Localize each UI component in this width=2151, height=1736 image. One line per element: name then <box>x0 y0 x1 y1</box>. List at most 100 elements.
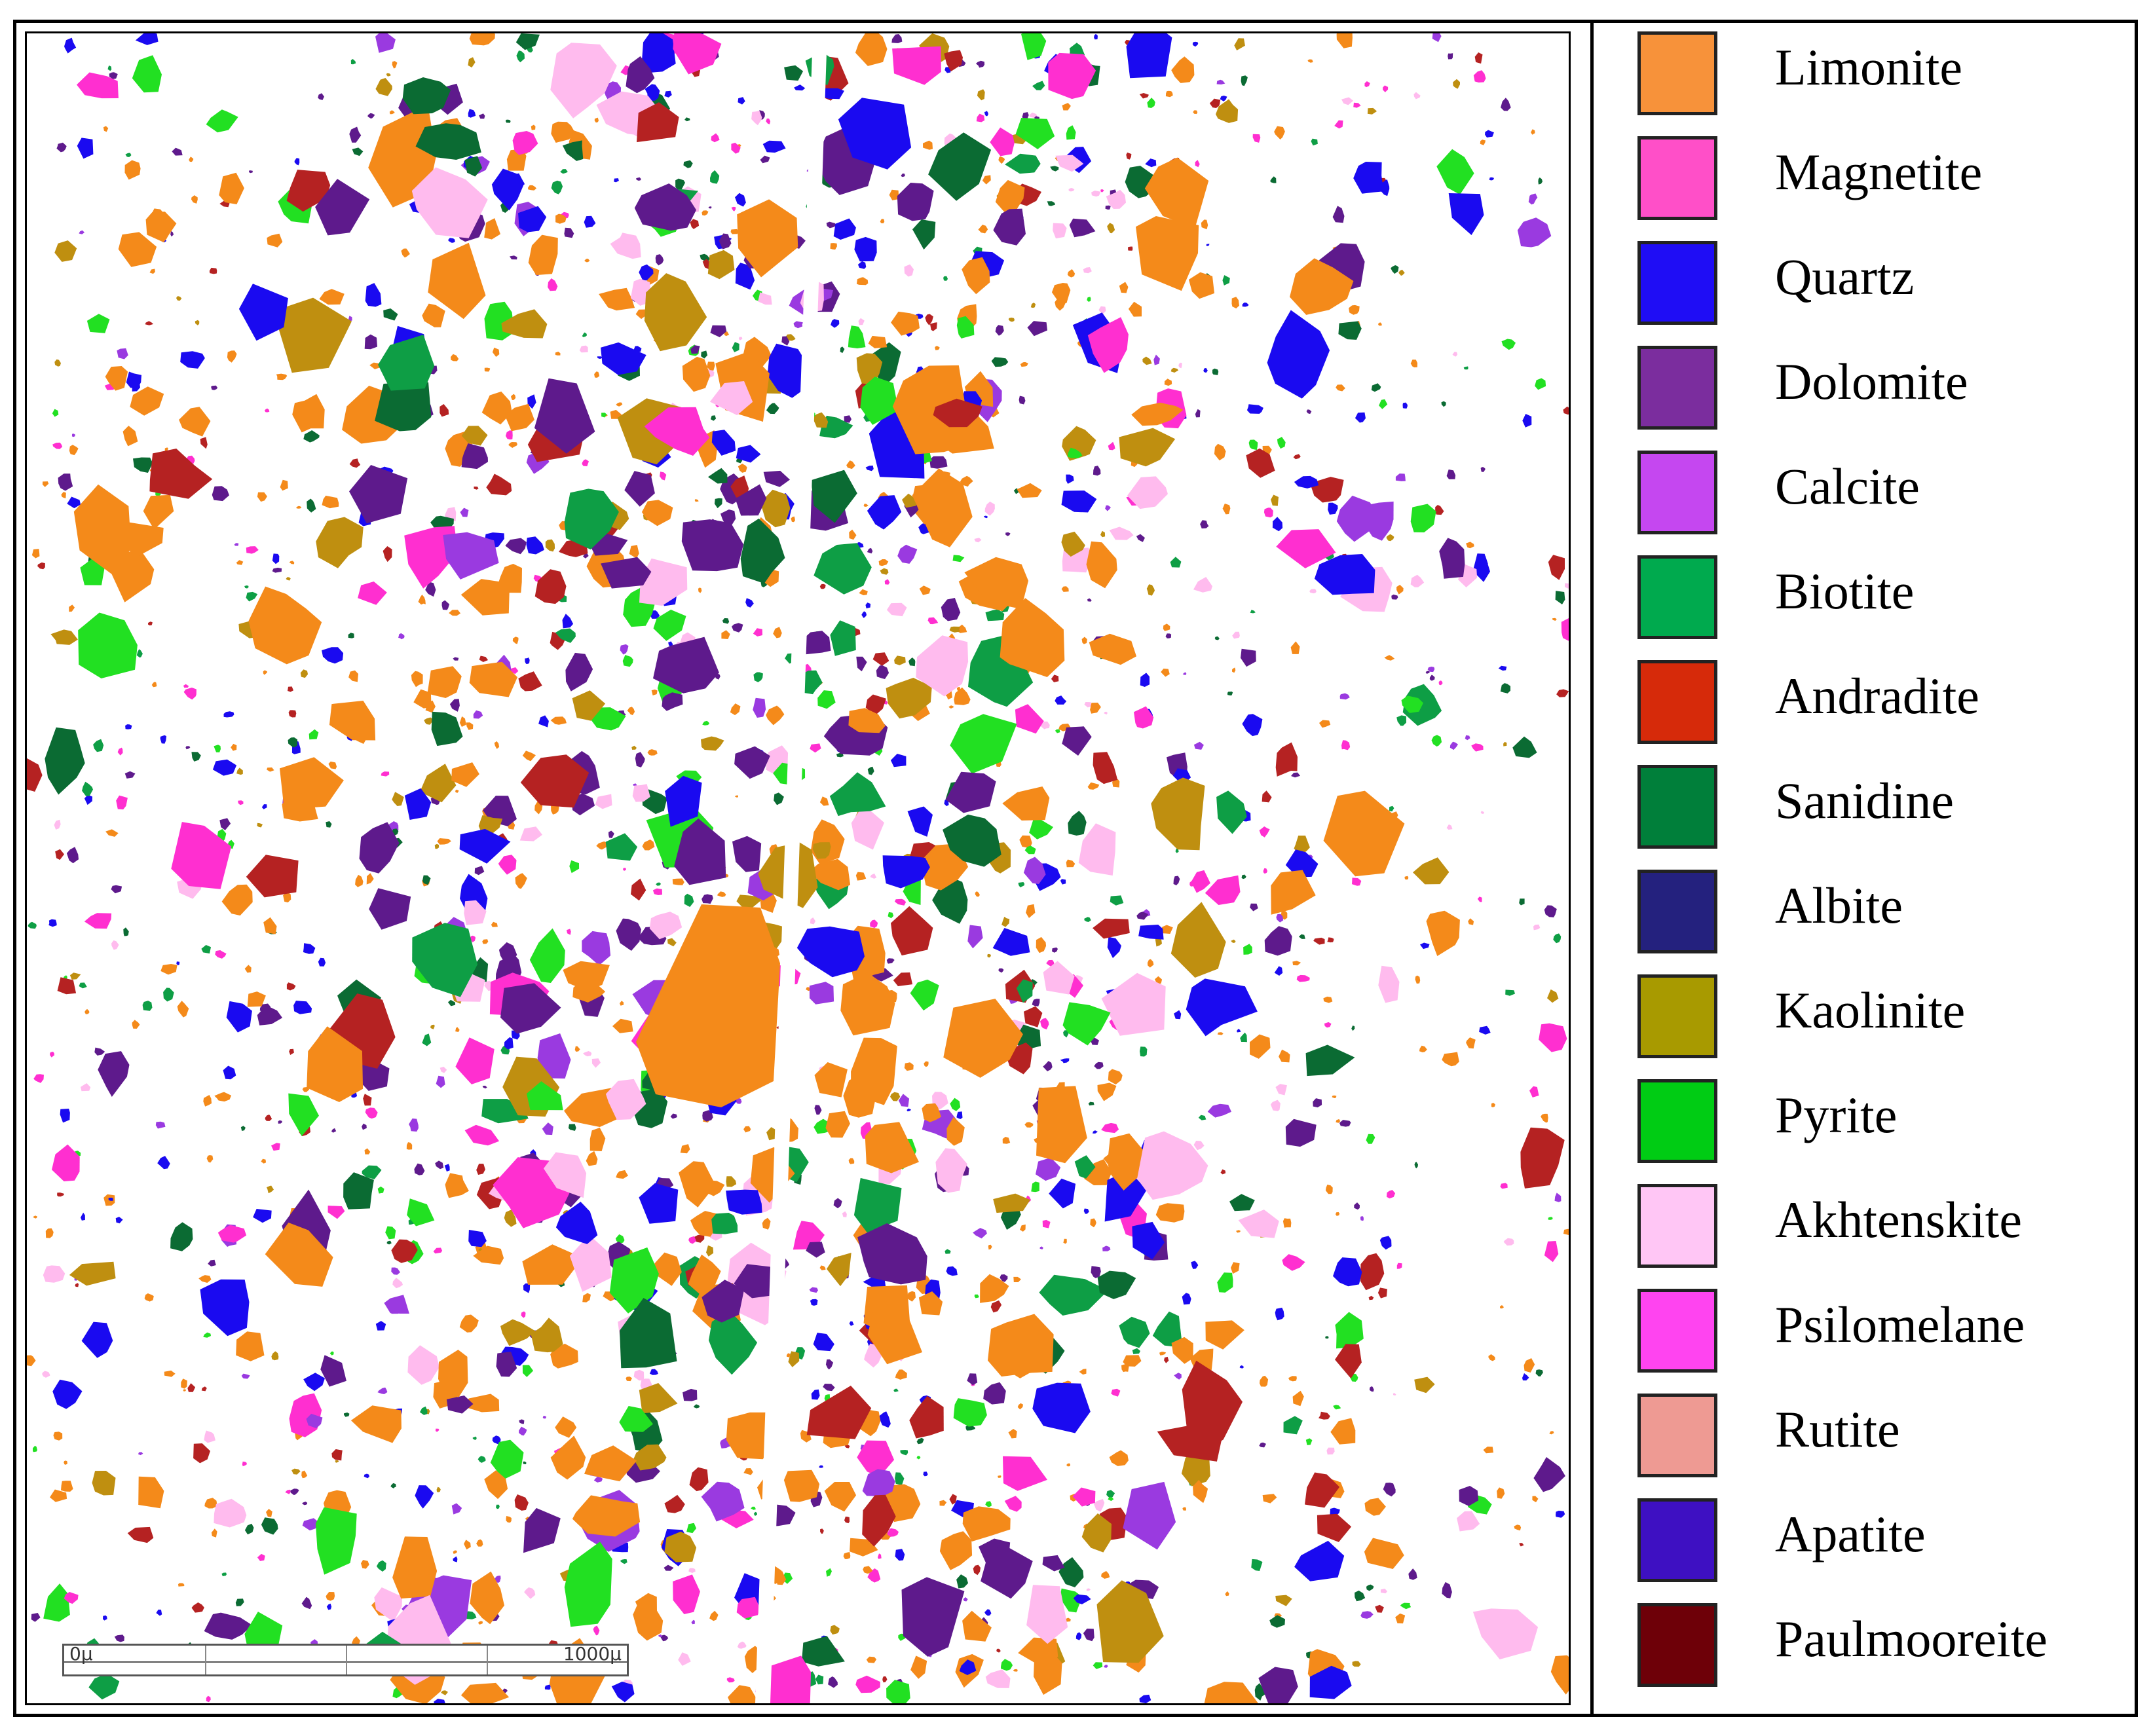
mineral-grain <box>973 1564 981 1576</box>
mineral-grain <box>261 804 267 809</box>
mineral-grain <box>1222 504 1231 515</box>
mineral-grain <box>730 703 741 716</box>
mineral-grain <box>438 1350 468 1397</box>
mineral-grain <box>1032 81 1045 90</box>
mineral-grain <box>846 460 855 470</box>
mineral-grain <box>50 1489 67 1502</box>
mineral-grain <box>811 470 857 523</box>
mineral-grain <box>620 1001 624 1006</box>
mineral-grain <box>435 1428 440 1432</box>
mineral-grain <box>647 749 658 756</box>
mineral-grain <box>64 1592 79 1604</box>
mineral-grain <box>826 1568 832 1577</box>
mineral-grain <box>201 1386 207 1392</box>
mineral-grain <box>1500 1305 1504 1309</box>
mineral-grain <box>52 1379 83 1409</box>
mineral-grain <box>1554 1192 1562 1202</box>
mineral-grain <box>1026 904 1036 918</box>
mineral-grain <box>1396 715 1406 726</box>
mineral-grain <box>1132 1221 1165 1260</box>
mineral-grain <box>1252 134 1261 143</box>
mineral-grain <box>829 772 886 817</box>
mineral-grain <box>701 1280 745 1323</box>
mineral-grain <box>460 579 510 616</box>
mineral-grain <box>1188 272 1214 299</box>
mineral-grain <box>678 1652 691 1666</box>
mineral-grain <box>1395 473 1406 481</box>
mineral-grain <box>464 1124 500 1146</box>
mineral-grain <box>124 160 141 180</box>
legend-label: Calcite <box>1775 458 1920 515</box>
mineral-grain <box>1048 52 1096 100</box>
mineral-grain <box>326 1603 332 1610</box>
scale-tick <box>205 1646 206 1674</box>
mineral-grain <box>1274 966 1283 976</box>
mineral-grain <box>1535 1369 1543 1376</box>
mineral-grain <box>1047 201 1055 206</box>
mineral-grain <box>1283 1416 1303 1435</box>
mineral-grain <box>361 1560 369 1569</box>
mineral-grain <box>918 1291 943 1316</box>
mineral-grain <box>477 1456 486 1463</box>
mineral-grain <box>472 1436 477 1440</box>
mineral-grain <box>283 891 291 903</box>
mineral-grain <box>130 386 164 416</box>
mineral-grain <box>629 545 639 559</box>
mineral-grain <box>1402 402 1408 409</box>
mineral-grain <box>1214 636 1220 640</box>
mineral-grain <box>1237 1029 1241 1033</box>
mineral-grain <box>500 983 561 1034</box>
mineral-grain <box>838 98 912 170</box>
mineral-grain <box>1061 586 1069 592</box>
mineral-grain <box>738 464 747 473</box>
mineral-grain <box>981 1546 1033 1599</box>
mineral-grain <box>445 1173 469 1198</box>
mineral-grain <box>320 1355 346 1387</box>
legend-swatch <box>1637 660 1717 744</box>
mineral-grain <box>817 690 836 709</box>
mineral-grain <box>288 686 293 692</box>
mineral-grain <box>322 495 339 509</box>
mineral-grain <box>823 1384 835 1392</box>
mineral-grain <box>1111 1388 1121 1397</box>
mineral-grain <box>156 1610 162 1616</box>
mineral-grain <box>244 585 249 589</box>
scale-tick <box>487 1646 488 1674</box>
mineral-grain <box>1068 188 1075 192</box>
mineral-grain <box>135 33 159 45</box>
mineral-grain <box>538 715 549 728</box>
mineral-grain <box>1548 1217 1553 1220</box>
mineral-grain <box>584 1445 637 1482</box>
mineral-grain <box>1338 321 1362 340</box>
legend-label: Dolomite <box>1775 353 1968 410</box>
mineral-grain <box>901 173 905 177</box>
mineral-grain <box>231 743 237 751</box>
mineral-grain <box>594 117 599 123</box>
mineral-grain <box>235 1598 244 1606</box>
mineral-grain <box>967 1373 978 1386</box>
mineral-grain <box>987 953 991 958</box>
mineral-grain <box>610 232 641 259</box>
mineral-grain <box>631 745 637 750</box>
mineral-grain <box>171 822 232 889</box>
mineral-grain <box>998 157 1005 164</box>
mineral-grain <box>984 502 995 516</box>
mineral-grain <box>98 1051 130 1097</box>
mineral-grain <box>1293 454 1301 460</box>
mineral-grain <box>886 602 907 617</box>
mineral-grain <box>1021 33 1047 60</box>
mineral-grain <box>491 921 498 927</box>
mineral-grain <box>1083 1629 1094 1642</box>
mineral-grain <box>1535 378 1546 390</box>
mineral-grain <box>616 402 623 407</box>
mineral-grain <box>515 873 527 889</box>
mineral-grain <box>709 381 753 416</box>
scale-end-label: 1000µ <box>563 1643 622 1665</box>
mineral-grain <box>1018 1637 1058 1668</box>
mineral-grain <box>54 359 61 367</box>
mineral-grain <box>945 67 951 73</box>
mineral-grain <box>928 132 992 201</box>
mineral-grain <box>1489 177 1494 181</box>
mineral-grain <box>998 1475 1001 1478</box>
mineral-grain <box>605 1079 646 1120</box>
